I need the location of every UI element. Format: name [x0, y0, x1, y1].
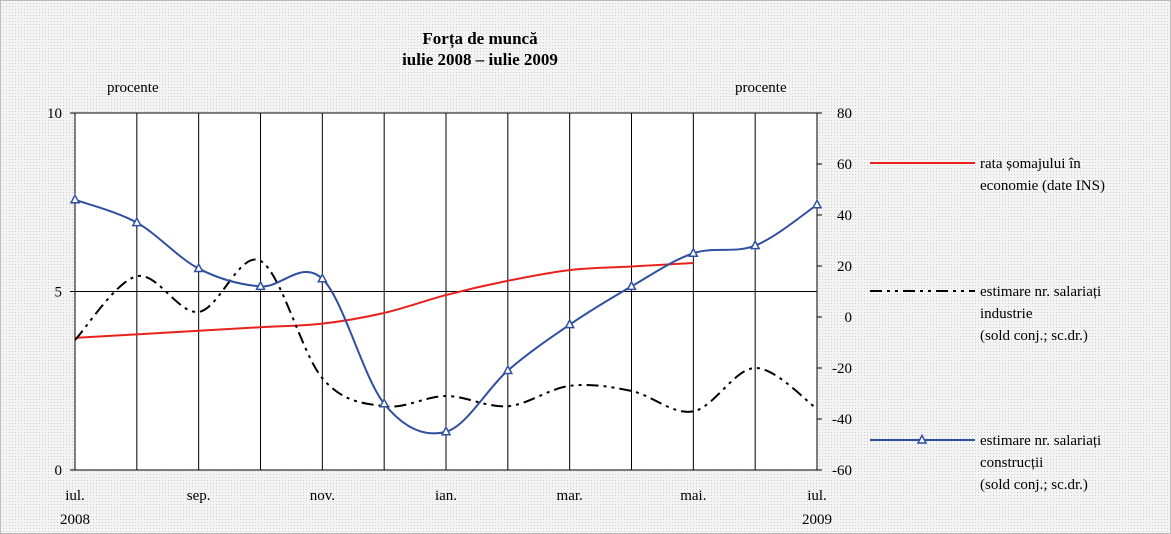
- x-tick-label: nov.: [310, 488, 335, 504]
- y2-tick-label: 80: [837, 106, 852, 122]
- y2-axis-label: procente: [735, 80, 787, 96]
- y-axis-label: procente: [107, 80, 159, 96]
- point-marker: [131, 216, 143, 227]
- point-marker: [69, 193, 81, 204]
- point-marker: [564, 318, 575, 329]
- y-tick-label: 5: [55, 285, 63, 301]
- x-tick-label: sep.: [187, 488, 211, 504]
- legend-label: estimare nr. salariați construcții (sold c…: [980, 433, 1101, 493]
- series-line: [74, 261, 694, 339]
- x-tick-label: ian.: [435, 488, 457, 504]
- point-marker: [193, 262, 204, 273]
- point-marker: [317, 272, 328, 283]
- point-marker: [626, 280, 637, 291]
- legend-label: estimare nr. salariați industrie (sold con…: [980, 284, 1101, 344]
- y2-tick-label: -20: [832, 361, 852, 377]
- point-marker: [749, 239, 761, 250]
- legend-label: rata șomajului în economie (date INS): [980, 156, 1105, 194]
- y2-tick-label: -60: [832, 463, 852, 479]
- series-line: [74, 258, 818, 413]
- point-marker: [811, 198, 823, 209]
- legend-marker: [916, 433, 928, 444]
- y2-tick-label: -40: [832, 412, 852, 428]
- point-marker: [378, 397, 390, 408]
- y2-tick-label: 0: [845, 310, 853, 326]
- y-tick-label: 10: [47, 106, 62, 122]
- x-tick-label: iul. 2009: [802, 488, 832, 528]
- x-tick-label: mai.: [680, 488, 706, 504]
- point-marker: [255, 280, 266, 291]
- point-marker: [502, 364, 514, 375]
- x-tick-label: iul. 2008: [60, 488, 90, 528]
- y-tick-label: 0: [55, 463, 63, 479]
- x-tick-label: mar.: [557, 488, 583, 504]
- chart-title: Forța de muncă iulie 2008 – iulie 2009: [402, 29, 558, 69]
- plot-border: [74, 112, 818, 471]
- y2-tick-label: 40: [837, 208, 852, 224]
- y2-tick-label: 20: [837, 259, 852, 275]
- point-marker: [440, 425, 452, 436]
- point-marker: [688, 247, 699, 257]
- y2-tick-label: 60: [837, 157, 852, 173]
